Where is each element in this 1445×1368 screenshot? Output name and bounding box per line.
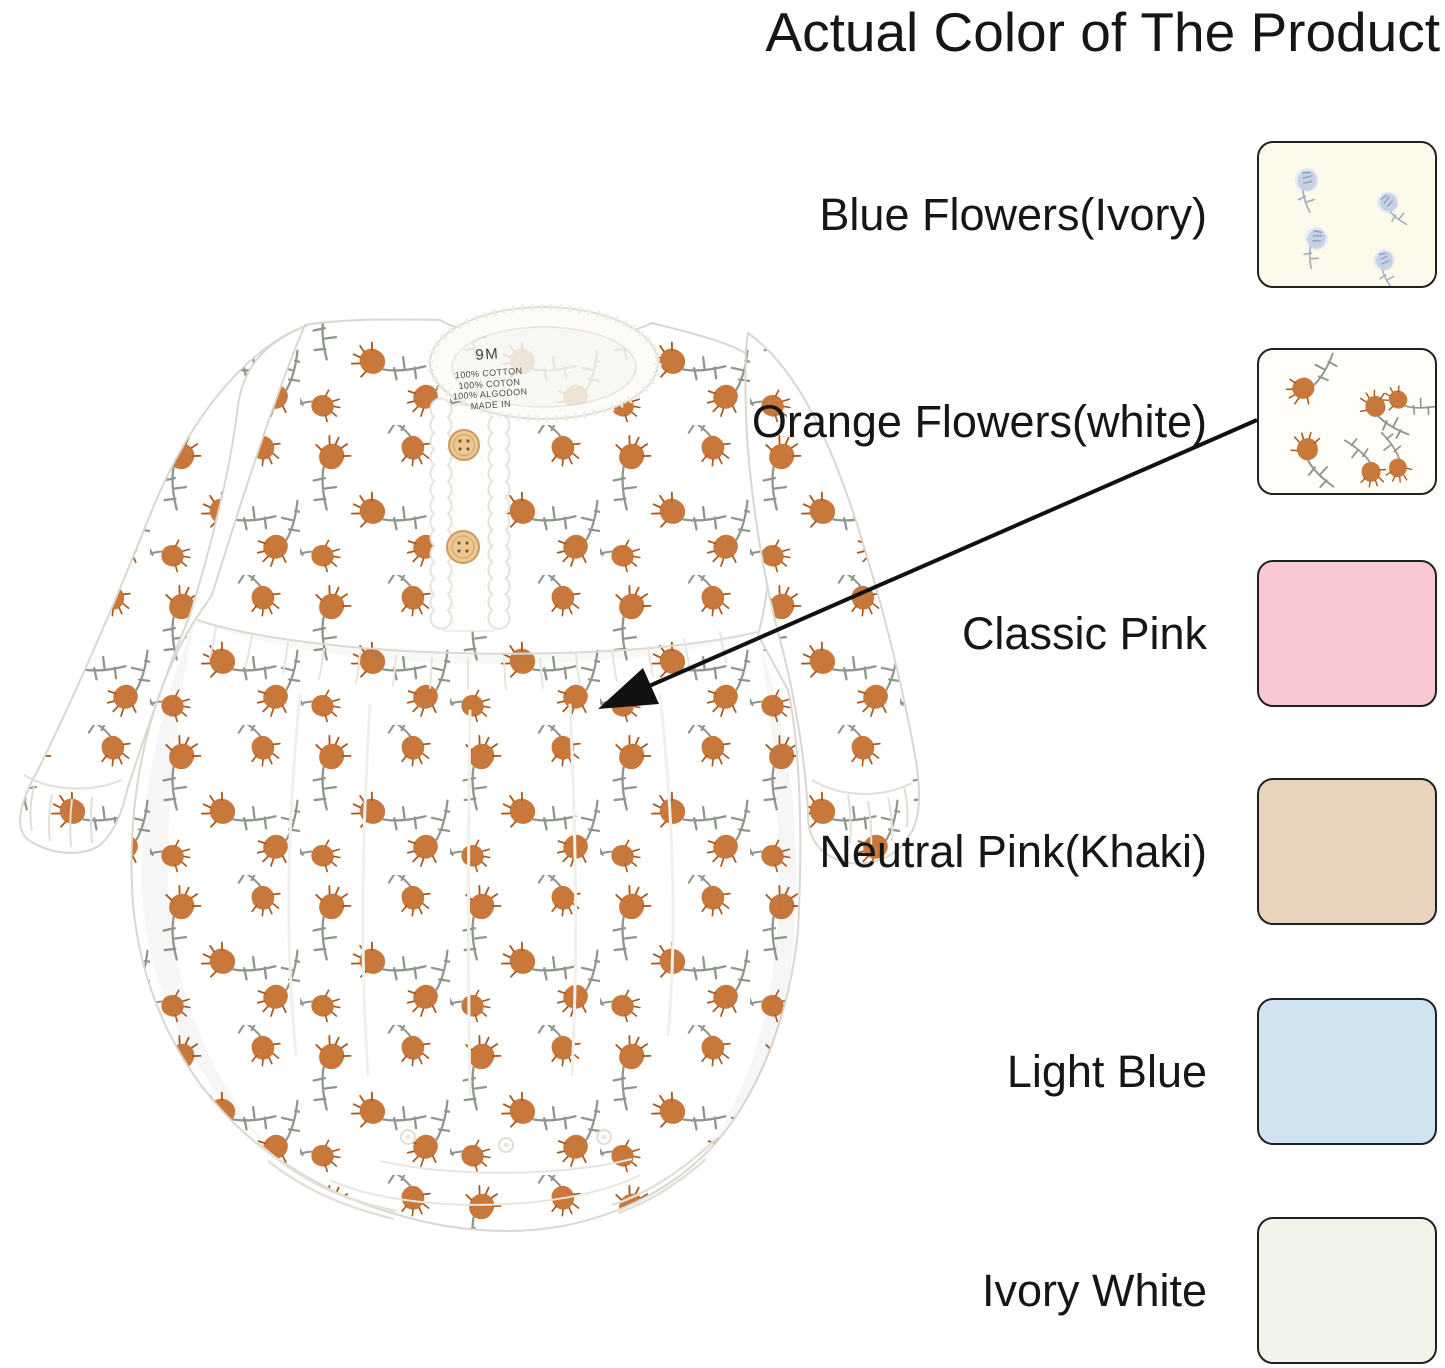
color-option-label-classic-pink: Classic Pink xyxy=(961,607,1207,659)
color-option-label-neutral-pink-khaki: Neutral Pink(Khaki) xyxy=(819,825,1207,877)
wooden-button xyxy=(448,429,480,461)
color-option-row: Classic Pink xyxy=(0,560,1437,707)
color-option-row: Blue Flowers(Ivory) xyxy=(0,141,1437,288)
color-option-label-light-blue: Light Blue xyxy=(1006,1045,1207,1097)
product-photo-romper xyxy=(19,303,921,1232)
color-option-row: Light Blue xyxy=(0,998,1437,1145)
left-sleeve xyxy=(19,324,309,854)
color-option-label-blue-flowers-ivory: Blue Flowers(Ivory) xyxy=(819,188,1207,240)
wooden-button xyxy=(446,530,480,564)
color-swatch-orange-flowers-white[interactable] xyxy=(1257,348,1437,495)
crotch-snap-buttons xyxy=(400,1129,612,1153)
color-option-row: Orange Flowers(white) xyxy=(0,348,1437,495)
color-swatch-neutral-pink-khaki[interactable] xyxy=(1257,778,1437,925)
orange-flower-icon xyxy=(1280,352,1435,493)
color-option-label-ivory-white: Ivory White xyxy=(981,1264,1207,1316)
color-swatch-classic-pink[interactable] xyxy=(1257,560,1437,707)
color-swatch-blue-flowers-ivory[interactable] xyxy=(1257,141,1437,288)
button-placket xyxy=(429,397,511,639)
color-option-row: Ivory White xyxy=(0,1217,1437,1364)
color-option-row: Neutral Pink(Khaki) xyxy=(0,778,1437,925)
neckline xyxy=(426,303,662,423)
color-swatch-light-blue[interactable] xyxy=(1257,998,1437,1145)
blue-flower-icon xyxy=(1286,164,1409,286)
color-option-label-orange-flowers-white: Orange Flowers(white) xyxy=(751,395,1207,447)
page-title: Actual Color of The Product xyxy=(765,1,1440,63)
color-swatch-ivory-white[interactable] xyxy=(1257,1217,1437,1364)
